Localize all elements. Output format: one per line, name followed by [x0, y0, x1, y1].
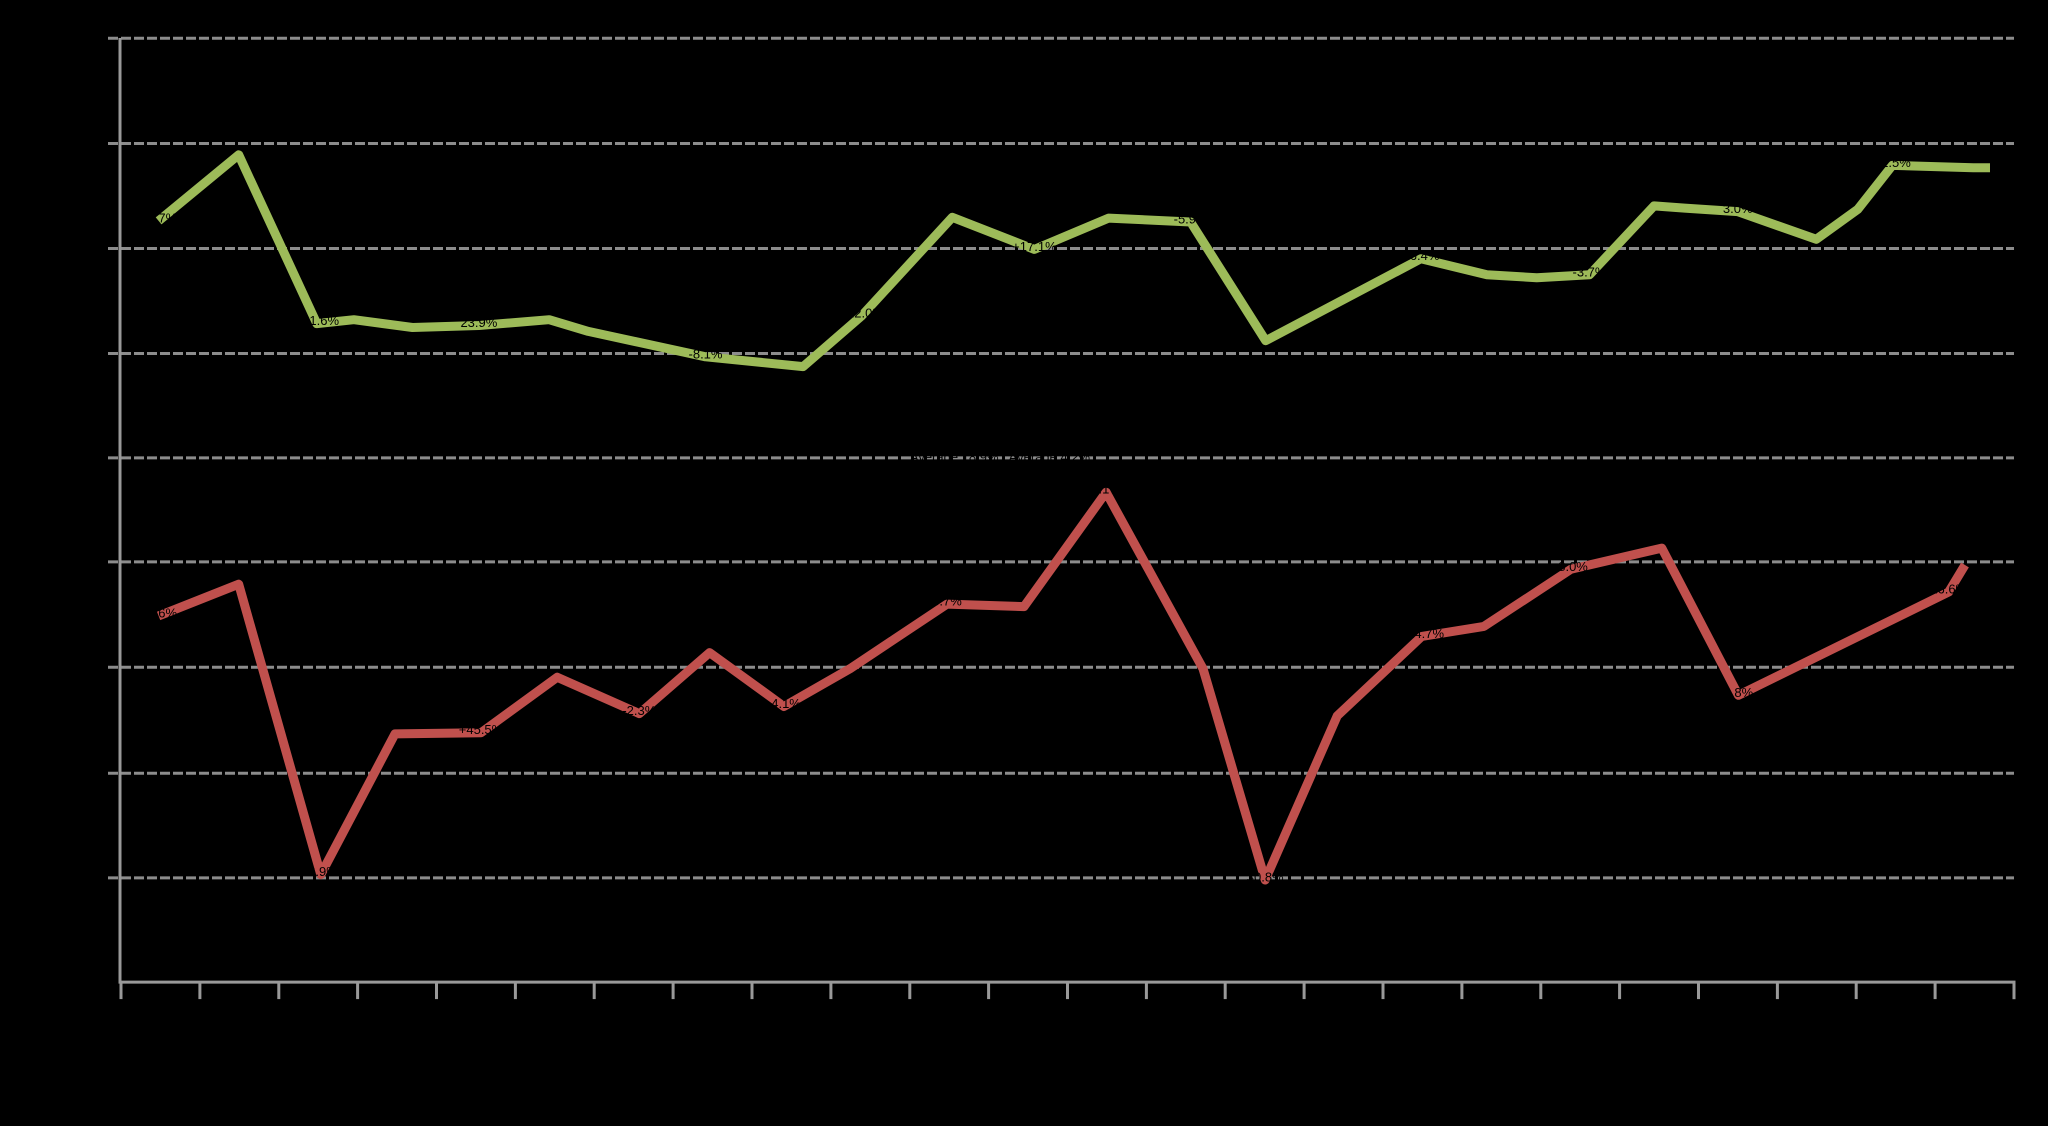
svg-text:8.7%: 8.7%: [932, 594, 962, 609]
svg-text:16.6%: 16.6%: [1930, 582, 1967, 597]
svg-text:-2.3%: -2.3%: [622, 703, 656, 718]
svg-text:-3.7%: -3.7%: [1573, 264, 1607, 279]
svg-text:-4.1%: -4.1%: [767, 696, 801, 711]
svg-text:+9.7%: +9.7%: [140, 210, 178, 225]
svg-text:3.0%: 3.0%: [1723, 201, 1753, 216]
svg-text:16.4%: 16.4%: [1403, 248, 1440, 263]
svg-text:-5.9%: -5.9%: [1174, 212, 1208, 227]
svg-text:-8.9%: -8.9%: [304, 864, 338, 879]
svg-text:30.8%: 30.8%: [1247, 870, 1284, 885]
svg-text:+17.1%: +17.1%: [1012, 239, 1057, 254]
svg-text:+24.7%: +24.7%: [1400, 626, 1445, 641]
svg-text:+31.6%: +31.6%: [295, 313, 340, 328]
svg-text:-8.1%: -8.1%: [689, 346, 723, 361]
svg-text:+45.5%: +45.5%: [459, 722, 504, 737]
svg-text:0.1%: 0.1%: [1091, 482, 1121, 497]
svg-text:14.6%: 14.6%: [140, 605, 177, 620]
svg-text:1.8%: 1.8%: [1724, 685, 1754, 700]
svg-text:Average 18.9% / Average 4.: Average 18.9% / Average 4.2%: [910, 449, 1091, 464]
svg-text:23.9%: 23.9%: [460, 315, 497, 330]
svg-text:+22.0%: +22.0%: [839, 305, 884, 320]
svg-text:-8.0%: -8.0%: [1554, 559, 1588, 574]
svg-text:51.5%: 51.5%: [1874, 155, 1911, 170]
